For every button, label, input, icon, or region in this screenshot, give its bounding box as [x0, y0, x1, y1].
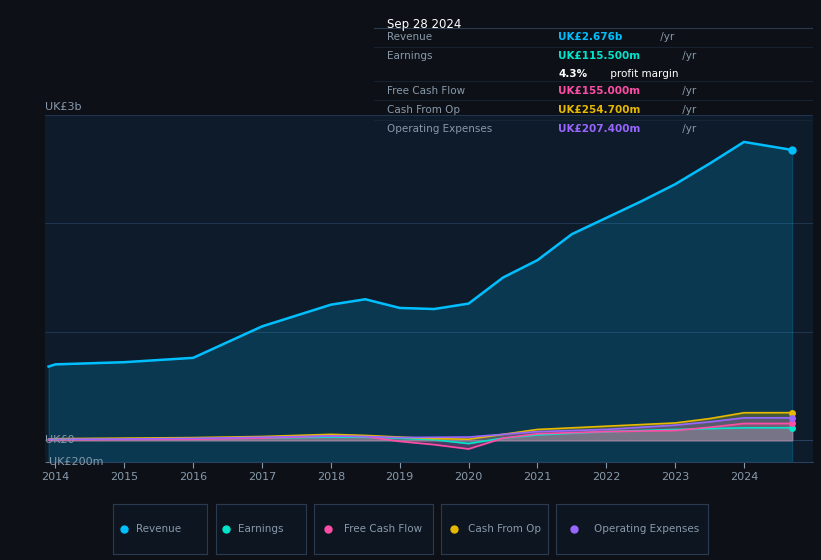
Text: Cash From Op: Cash From Op [387, 105, 460, 115]
Text: Earnings: Earnings [387, 52, 432, 62]
Text: Sep 28 2024: Sep 28 2024 [387, 18, 461, 31]
Text: -UK£200m: -UK£200m [45, 457, 103, 467]
Text: UK£207.400m: UK£207.400m [558, 124, 640, 134]
Text: /yr: /yr [657, 32, 674, 42]
Text: /yr: /yr [679, 124, 696, 134]
Text: Operating Expenses: Operating Expenses [387, 124, 492, 134]
Text: UK£0: UK£0 [45, 435, 75, 445]
Text: /yr: /yr [679, 105, 696, 115]
Text: Revenue: Revenue [136, 524, 181, 534]
Text: Operating Expenses: Operating Expenses [594, 524, 699, 534]
Text: Revenue: Revenue [387, 32, 432, 42]
Text: profit margin: profit margin [608, 69, 679, 78]
Text: UK£254.700m: UK£254.700m [558, 105, 640, 115]
Text: Cash From Op: Cash From Op [468, 524, 541, 534]
Text: /yr: /yr [679, 86, 696, 96]
Text: /yr: /yr [679, 52, 696, 62]
Text: Free Cash Flow: Free Cash Flow [344, 524, 422, 534]
Text: Earnings: Earnings [238, 524, 283, 534]
Text: UK£115.500m: UK£115.500m [558, 52, 640, 62]
Text: Free Cash Flow: Free Cash Flow [387, 86, 465, 96]
Text: 4.3%: 4.3% [558, 69, 587, 78]
Text: UK£155.000m: UK£155.000m [558, 86, 640, 96]
Text: UK£3b: UK£3b [45, 102, 81, 112]
Text: UK£2.676b: UK£2.676b [558, 32, 622, 42]
